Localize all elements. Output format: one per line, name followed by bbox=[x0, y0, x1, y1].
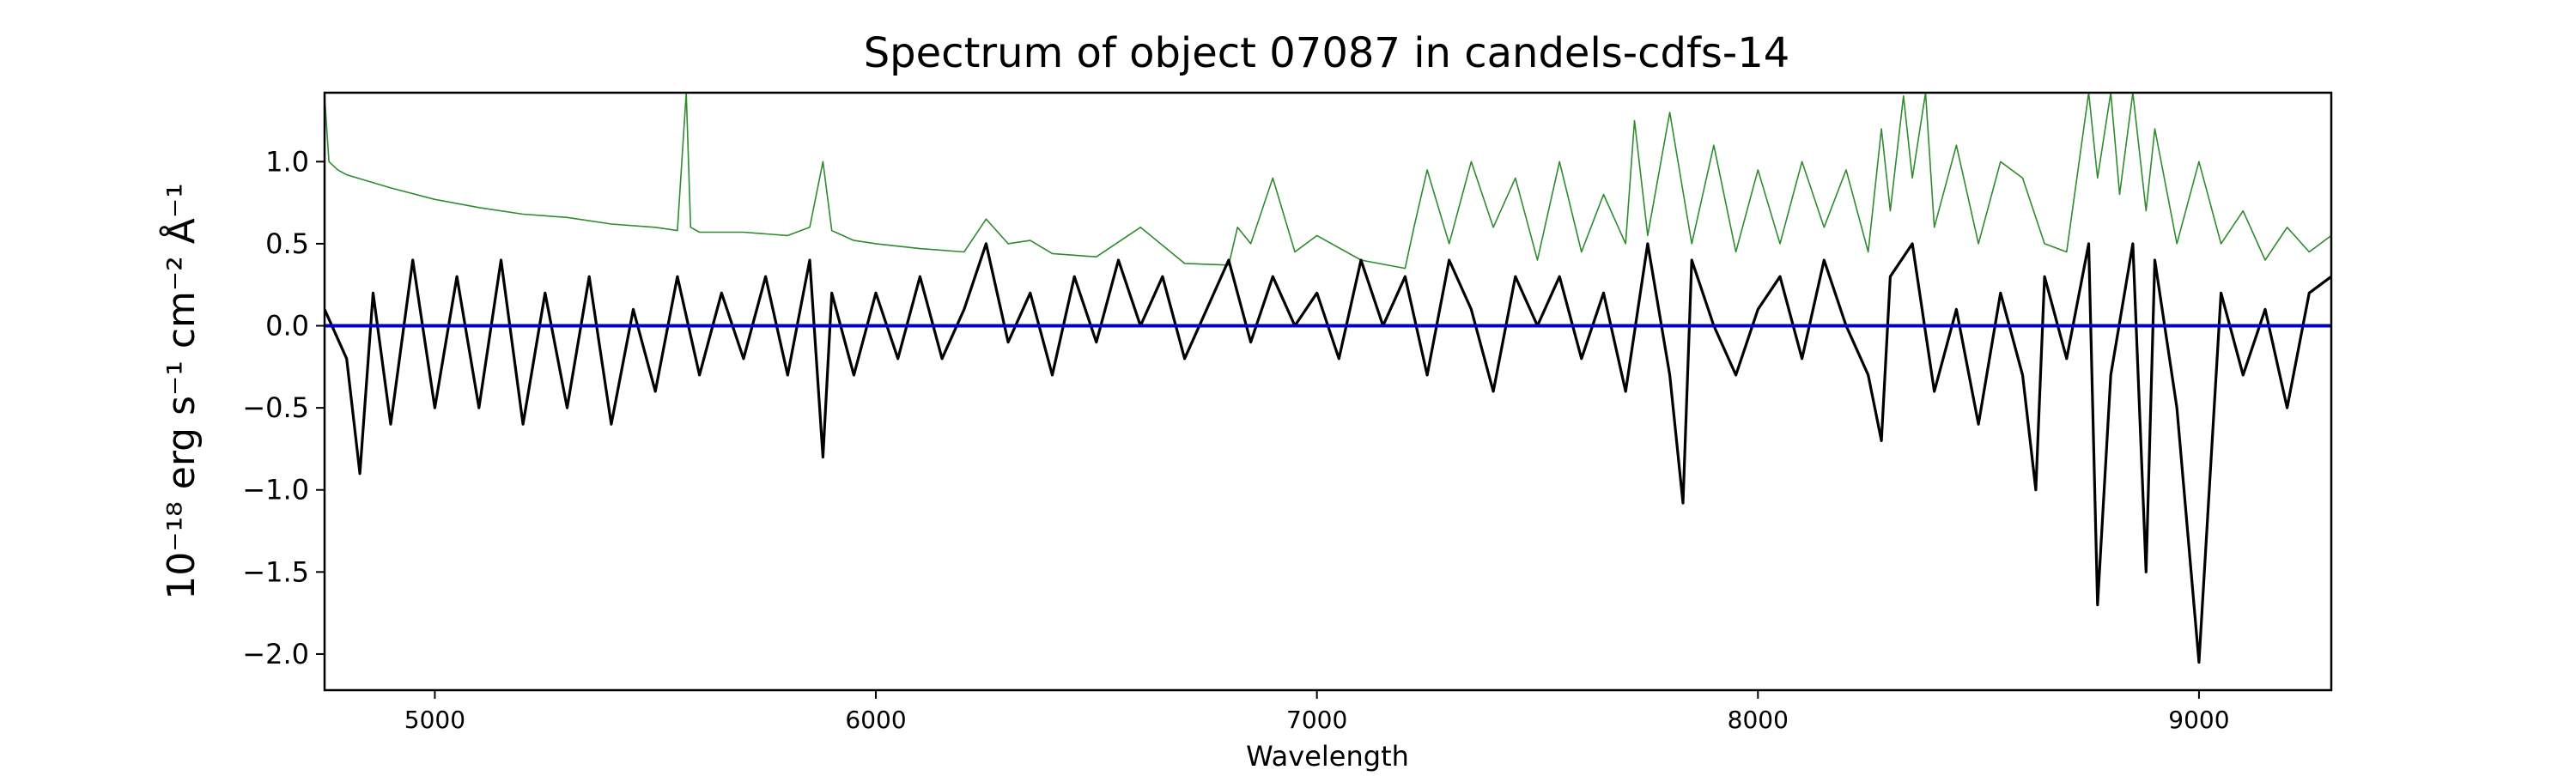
x-tick-label: 7000 bbox=[1286, 706, 1347, 734]
plot-area bbox=[325, 93, 2331, 664]
y-tick-label: −1.0 bbox=[242, 474, 309, 506]
error-series-line bbox=[325, 93, 2331, 270]
y-tick-label: 0.0 bbox=[265, 310, 309, 343]
x-axis: 5000 6000 7000 8000 9000 bbox=[404, 690, 2230, 734]
series-layer bbox=[325, 93, 2331, 664]
y-axis: 1.0 0.5 0.0 −0.5 −1.0 −1.5 −2.0 bbox=[242, 145, 325, 670]
y-axis-label: 10⁻¹⁸ erg s⁻¹ cm⁻² Å⁻¹ bbox=[158, 183, 204, 599]
flux-series-line bbox=[325, 242, 2331, 664]
y-tick-label: 1.0 bbox=[265, 145, 309, 178]
y-tick-label: −1.5 bbox=[242, 555, 309, 588]
x-tick-label: 9000 bbox=[2168, 706, 2229, 734]
plot-frame bbox=[323, 91, 2333, 692]
y-tick-label: −0.5 bbox=[242, 391, 309, 424]
y-tick-label: 0.5 bbox=[265, 227, 309, 260]
x-tick-label: 8000 bbox=[1728, 706, 1789, 734]
y-tick-label: −2.0 bbox=[242, 638, 309, 670]
chart-title: Spectrum of object 07087 in candels-cdfs… bbox=[864, 29, 1790, 77]
x-axis-label: Wavelength bbox=[1246, 740, 1409, 773]
x-tick-label: 6000 bbox=[845, 706, 906, 734]
x-tick-label: 5000 bbox=[404, 706, 465, 734]
